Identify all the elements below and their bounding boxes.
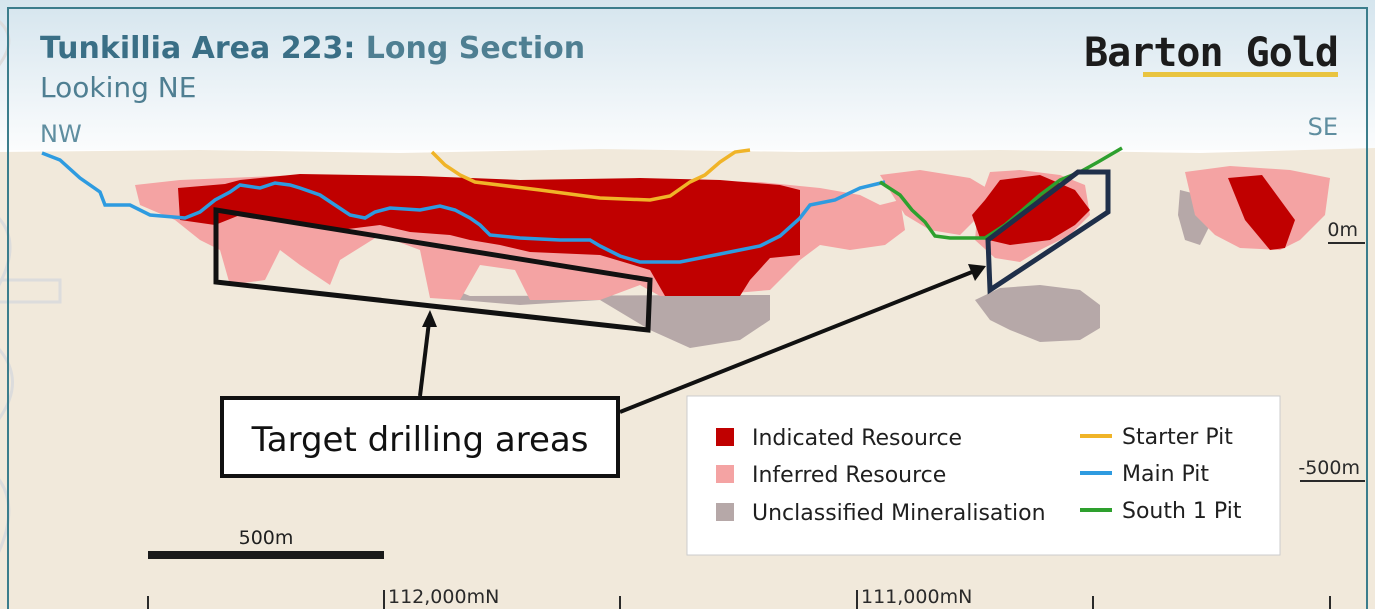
brand-logo-text: Barton Gold	[1084, 30, 1338, 76]
legend-box	[686, 395, 1281, 556]
legend-label-main: Main Pit	[1122, 462, 1209, 487]
target-box-nw	[213, 207, 653, 333]
legend-label-inferred: Inferred Resource	[752, 463, 946, 488]
coordinate-label-112000: 112,000mN	[388, 586, 499, 608]
legend-swatch-unclassified	[716, 503, 734, 521]
unclassified-mineralisation	[430, 190, 1210, 348]
legend-label-unclassified: Unclassified Mineralisation	[752, 501, 1046, 526]
main-pit-line	[41, 151, 886, 264]
scale-bar-label: 500m	[239, 527, 294, 549]
compass-nw: NW	[40, 120, 82, 148]
callout-arrows	[418, 264, 986, 414]
title-main: Tunkillia Area 223:	[40, 31, 355, 66]
map-frame	[7, 7, 1368, 609]
callout-text: Target drilling areas	[251, 420, 589, 460]
depth-label-minus500m: -500m	[1298, 457, 1360, 479]
compass-se: SE	[1308, 113, 1338, 141]
scale-bar	[148, 551, 384, 559]
legend-label-south1: South 1 Pit	[1122, 499, 1242, 524]
title-rest: Long Section	[355, 31, 585, 66]
target-box-se	[985, 169, 1111, 295]
title: Tunkillia Area 223: Long Section	[40, 31, 585, 66]
starter-pit-line	[430, 148, 751, 202]
depth-label-0m: 0m	[1327, 219, 1358, 241]
callout-box	[220, 396, 620, 478]
coordinate-label-111000: 111,000mN	[861, 586, 972, 608]
legend-label-starter: Starter Pit	[1122, 425, 1233, 450]
legend-swatch-indicated	[716, 428, 734, 446]
brand-underline	[1143, 72, 1338, 77]
legend-swatch-inferred	[716, 465, 734, 483]
subtitle: Looking NE	[40, 71, 196, 104]
legend: Indicated Resource Inferred Resource Unc…	[686, 395, 1281, 556]
legend-label-indicated: Indicated Resource	[752, 426, 962, 451]
coordinate-ticks	[147, 590, 1331, 609]
